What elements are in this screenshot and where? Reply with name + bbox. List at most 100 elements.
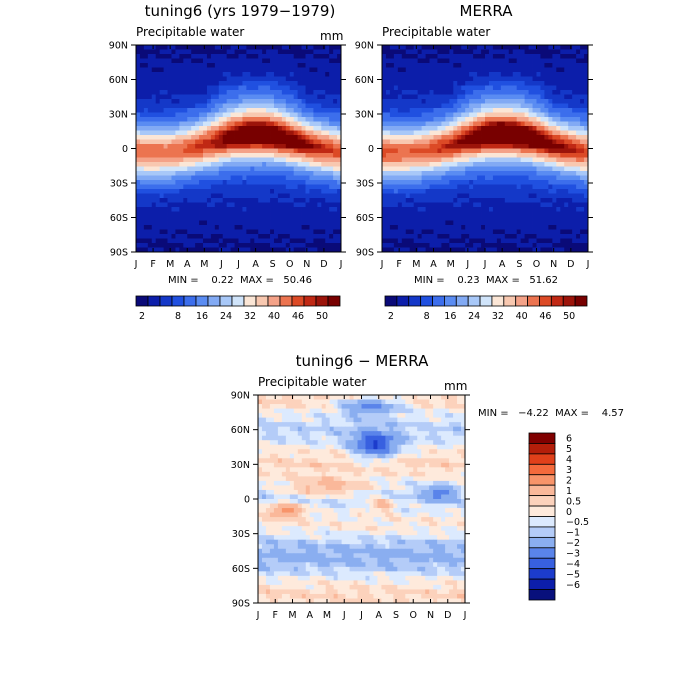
field-cell [461, 126, 466, 131]
field-cell [238, 76, 243, 82]
y-tick-label: 90N [109, 41, 128, 52]
field-cell [183, 58, 188, 64]
field-cell [266, 220, 271, 226]
field-cell [230, 90, 235, 95]
field-cell [293, 202, 299, 208]
field-cell [317, 126, 322, 131]
field-cell [250, 108, 255, 113]
field-cell [262, 54, 267, 59]
field-cell [187, 225, 192, 230]
field-cell [572, 63, 577, 68]
field-cell [488, 225, 494, 230]
field-cell [465, 175, 470, 181]
field-cell [273, 162, 279, 167]
field-cell [321, 211, 326, 217]
field-cell [139, 234, 145, 239]
field-cell [520, 211, 526, 217]
field-cell [469, 243, 474, 248]
field-cell [536, 45, 541, 50]
field-cell [289, 211, 295, 217]
field-cell [167, 225, 172, 230]
field-cell [167, 49, 172, 55]
field-cell [473, 234, 478, 239]
field-cell [226, 103, 232, 109]
field-cell [195, 193, 200, 199]
field-cell [437, 198, 442, 203]
field-cell [560, 229, 565, 235]
field-cell [163, 108, 168, 113]
field-cell [413, 153, 419, 158]
field-cell [195, 234, 200, 239]
field-cell [461, 189, 466, 194]
field-cell [568, 198, 573, 203]
field-cell [151, 54, 157, 59]
field-cell [512, 175, 518, 181]
field-cell [230, 198, 235, 203]
field-cell [488, 126, 494, 131]
field-cell [393, 175, 399, 181]
field-cell [504, 85, 510, 91]
field-cell [532, 126, 537, 131]
field-cell [163, 171, 168, 176]
field-cell [584, 175, 589, 181]
field-cell [151, 234, 157, 239]
field-cell [481, 45, 486, 50]
field-cell [496, 238, 502, 244]
field-cell [258, 58, 263, 64]
field-cell [317, 234, 322, 239]
field-cell [401, 99, 407, 104]
field-cell [163, 175, 168, 181]
field-cell [250, 148, 255, 154]
field-cell [218, 166, 224, 172]
field-cell [191, 162, 196, 167]
field-cell [492, 171, 498, 176]
field-cell [572, 189, 577, 194]
field-cell [552, 49, 557, 55]
field-cell [214, 49, 220, 55]
field-cell [437, 153, 442, 158]
colorbar-label: 32 [244, 311, 256, 322]
field-cell [520, 166, 526, 172]
field-cell [167, 211, 172, 217]
field-cell [500, 58, 506, 64]
field-cell [552, 180, 557, 185]
field-cell [425, 193, 430, 199]
field-cell [222, 198, 228, 203]
field-cell [246, 85, 251, 91]
field-cell [544, 117, 549, 122]
field-cell [301, 72, 306, 77]
field-cell [329, 121, 334, 127]
field-cell [258, 67, 263, 73]
field-cell [317, 72, 322, 77]
field-cell [401, 175, 407, 181]
field-cell [199, 193, 204, 199]
field-cell [139, 247, 145, 253]
field-cell [218, 225, 224, 230]
field-cell [469, 135, 474, 140]
field-cell [222, 216, 228, 221]
field-cell [413, 121, 419, 127]
field-cell [167, 85, 172, 91]
field-cell [214, 229, 220, 235]
field-cell [222, 243, 228, 248]
field-cell [485, 189, 490, 194]
field-cell [512, 130, 518, 136]
field-cell [199, 81, 204, 86]
field-cell [171, 67, 176, 73]
field-cell [175, 225, 180, 230]
field-cell [195, 238, 200, 244]
field-cell [179, 193, 184, 199]
field-cell [568, 139, 573, 145]
field-cell [297, 121, 302, 127]
field-cell [421, 184, 426, 190]
field-cell [584, 193, 589, 199]
field-cell [250, 103, 255, 109]
field-cell [568, 58, 573, 64]
field-cell [226, 58, 232, 64]
field-cell [313, 103, 318, 109]
field-cell [147, 58, 153, 64]
field-cell [564, 85, 569, 91]
field-cell [266, 117, 271, 122]
field-cell [528, 144, 533, 149]
field-cell [576, 94, 581, 100]
